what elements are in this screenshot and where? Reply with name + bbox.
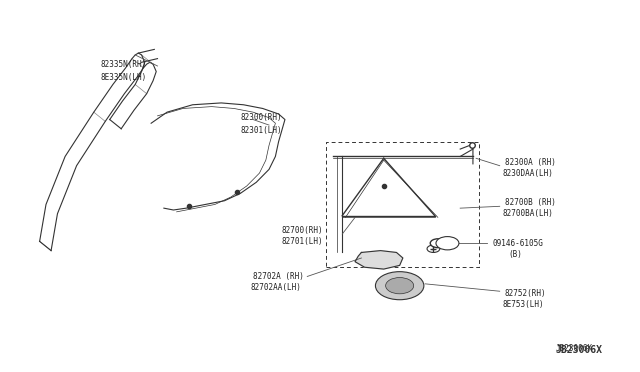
Text: 82700B (RH): 82700B (RH) [505,198,556,207]
Text: 8E753(LH): 8E753(LH) [502,300,544,309]
Text: 82700(RH): 82700(RH) [282,226,323,235]
Text: 82752(RH): 82752(RH) [505,289,547,298]
Circle shape [430,239,445,248]
Text: 82300A (RH): 82300A (RH) [505,157,556,167]
Text: 82701(LH): 82701(LH) [282,237,323,246]
Text: 82700BA(LH): 82700BA(LH) [502,209,553,218]
Circle shape [376,272,424,300]
Text: 8230DAA(LH): 8230DAA(LH) [502,169,553,177]
Text: 82301(LH): 82301(LH) [241,126,282,135]
Text: 82702A (RH): 82702A (RH) [253,272,304,281]
Text: 82335N(RH): 82335N(RH) [100,60,147,69]
Text: JB23006X: JB23006X [556,345,603,355]
Circle shape [386,278,413,294]
Circle shape [427,245,440,253]
Text: 82702AA(LH): 82702AA(LH) [250,283,301,292]
Text: 8E335N(LH): 8E335N(LH) [100,73,147,81]
Circle shape [436,237,459,250]
Polygon shape [355,251,403,269]
Text: JB23006X: JB23006X [556,344,593,353]
Text: (B): (B) [508,250,522,259]
Text: 82300(RH): 82300(RH) [241,113,282,122]
Text: 09146-6105G: 09146-6105G [492,239,543,248]
